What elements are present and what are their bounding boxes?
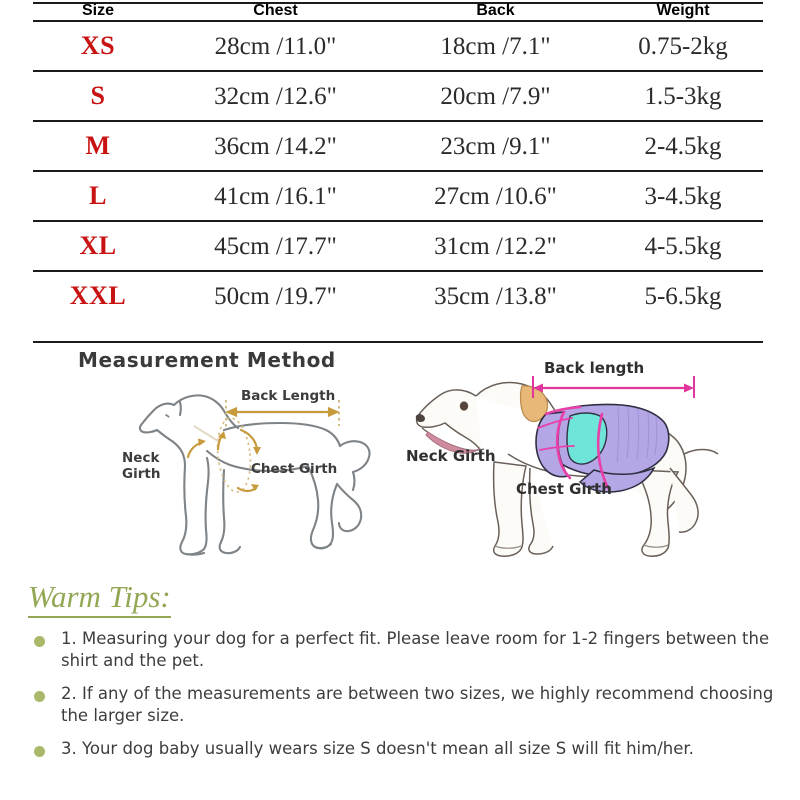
cell-size: L	[33, 170, 163, 221]
photo-back-length-arrow	[532, 376, 695, 398]
measurement-diagram-lineart: Back Length Neck Girth Chest Girth	[122, 388, 371, 556]
table-row: S 32cm /12.6" 20cm /7.9" 1.5-3kg	[33, 70, 763, 121]
photo-label-chest-girth: Chest Girth	[516, 480, 612, 498]
diagram-label-neck-girth-line1: Neck	[122, 450, 160, 466]
dog-vest	[535, 403, 670, 493]
tip-text: 1. Measuring your dog for a perfect fit.…	[61, 629, 770, 670]
cell-weight: 2-4.5kg	[603, 120, 763, 171]
cell-weight: 3-4.5kg	[603, 170, 763, 221]
table-bottom-rule	[33, 341, 763, 343]
cell-back: 23cm /9.1"	[388, 120, 603, 171]
cell-chest: 41cm /16.1"	[163, 170, 388, 221]
cell-weight: 1.5-3kg	[603, 70, 763, 121]
photo-label-back-length: Back length	[544, 359, 644, 377]
table-header-row: Size Chest Back Weight	[33, 2, 763, 21]
cell-weight: 0.75-2kg	[603, 20, 763, 71]
cell-chest: 50cm /19.7"	[163, 270, 388, 320]
cell-back: 18cm /7.1"	[388, 20, 603, 71]
table-row: XXL 50cm /19.7" 35cm /13.8" 5-6.5kg	[33, 270, 763, 320]
column-header-back: Back	[476, 2, 515, 19]
size-table: Size Chest Back Weight XS 28cm /11.0" 18…	[33, 2, 763, 320]
list-item: 3. Your dog baby usually wears size S do…	[28, 738, 788, 760]
bullet-icon	[34, 690, 45, 702]
table-row: L 41cm /16.1" 27cm /10.6" 3-4.5kg	[33, 170, 763, 221]
cell-size: XXL	[33, 270, 163, 320]
diagram-label-back-length: Back Length	[241, 388, 335, 404]
diagram-label-neck-girth-line2: Girth	[122, 466, 160, 482]
measurement-method-title: Measurement Method	[78, 348, 336, 372]
warm-tips-list: 1. Measuring your dog for a perfect fit.…	[28, 628, 788, 771]
table-top-rule	[33, 2, 763, 4]
table-row: M 36cm /14.2" 23cm /9.1" 2-4.5kg	[33, 120, 763, 171]
column-header-chest: Chest	[253, 2, 298, 19]
cell-size: S	[33, 70, 163, 121]
cell-weight: 4-5.5kg	[603, 220, 763, 271]
cell-chest: 32cm /12.6"	[163, 70, 388, 121]
photo-label-neck-girth: Neck Girth	[406, 447, 496, 465]
cell-size: M	[33, 120, 163, 171]
tip-text: 3. Your dog baby usually wears size S do…	[61, 738, 694, 758]
warm-tips-title: Warm Tips:	[28, 579, 171, 619]
cell-size: XS	[33, 20, 163, 71]
bullet-icon	[34, 745, 45, 757]
measurement-photo-dog-with-vest: Back length Neck Girth Chest Girth	[406, 359, 719, 557]
cell-chest: 45cm /17.7"	[163, 220, 388, 271]
cell-size: XL	[33, 220, 163, 271]
column-header-weight: Weight	[656, 2, 710, 19]
cell-weight: 5-6.5kg	[603, 270, 763, 320]
cell-back: 20cm /7.9"	[388, 70, 603, 121]
table-row: XL 45cm /17.7" 31cm /12.2" 4-5.5kg	[33, 220, 763, 271]
cell-back: 35cm /13.8"	[388, 270, 603, 320]
cell-back: 27cm /10.6"	[388, 170, 603, 221]
cell-chest: 36cm /14.2"	[163, 120, 388, 171]
tip-text: 2. If any of the measurements are betwee…	[61, 683, 774, 725]
list-item: 1. Measuring your dog for a perfect fit.…	[28, 628, 788, 672]
cell-back: 31cm /12.2"	[388, 220, 603, 271]
list-item: 2. If any of the measurements are betwee…	[28, 683, 788, 727]
table-row: XS 28cm /11.0" 18cm /7.1" 0.75-2kg	[33, 20, 763, 71]
diagram-label-chest-girth: Chest Girth	[251, 461, 337, 477]
column-header-size: Size	[81, 2, 114, 19]
bullet-icon	[34, 636, 45, 647]
cell-chest: 28cm /11.0"	[163, 20, 388, 71]
